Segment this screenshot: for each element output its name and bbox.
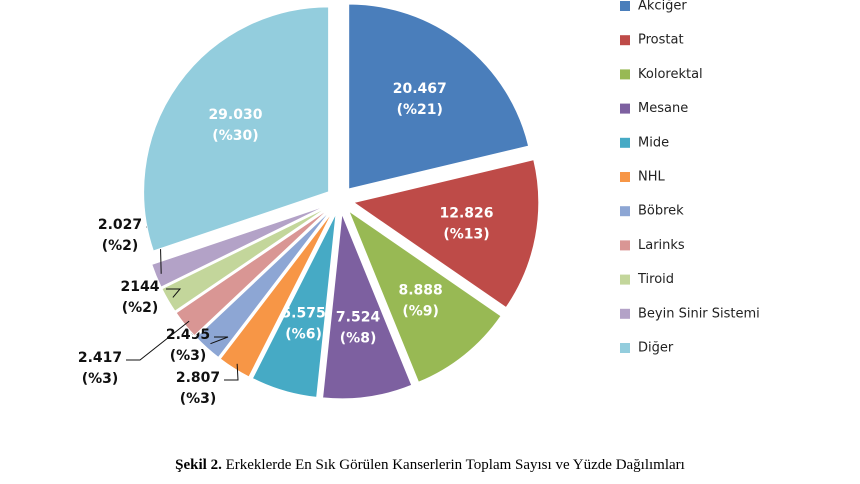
percent-label: (%30) (212, 128, 258, 144)
pie-slice (195, 210, 332, 359)
leader-line (224, 363, 239, 381)
value-label: 12.826 (439, 206, 493, 222)
percent-label: (%3) (82, 371, 119, 387)
legend-label: Kolorektal (638, 67, 703, 82)
percent-label: (%21) (397, 102, 443, 118)
leader-line (166, 288, 182, 298)
pie-slice (251, 213, 337, 398)
value-label: 20.467 (393, 81, 447, 97)
legend-label: Prostat (638, 33, 684, 48)
value-label: 2.417 (78, 350, 122, 366)
pie-slice (143, 6, 330, 252)
percent-label: (%3) (180, 391, 217, 407)
value-label: 2.807 (176, 370, 220, 386)
percent-label: (%13) (443, 227, 489, 243)
data-label: 2144 (%2) (121, 279, 160, 316)
percent-label: (%2) (122, 300, 159, 316)
legend-label: Beyin Sinir Sistemi (638, 306, 760, 321)
data-label: 2.495 (%3) (166, 327, 210, 364)
legend-swatch (620, 137, 630, 148)
legend-label: Böbrek (638, 204, 684, 219)
data-label: 5.575 (%6) (281, 305, 325, 342)
value-label: 5.575 (281, 305, 325, 321)
legend-label: Tiroid (637, 272, 674, 287)
pie-slice (352, 159, 540, 309)
data-label: 8.888 (%9) (398, 282, 442, 319)
legend-swatch (620, 274, 630, 285)
data-label: 20.467 (%21) (393, 81, 447, 118)
data-label: 7.524 (%8) (336, 309, 381, 346)
data-label: 2.027 (%2) (98, 217, 142, 254)
legend-label: Diğer (638, 341, 674, 356)
legend-label: Mide (638, 135, 669, 150)
legend-swatch (620, 240, 630, 251)
value-label: 2.495 (166, 327, 210, 343)
legend-swatch (620, 1, 630, 11)
legend-swatch (620, 172, 630, 182)
leader-line (210, 336, 229, 345)
legend-swatch (620, 206, 630, 217)
percent-label: (%2) (102, 238, 139, 254)
caption-text: Erkeklerde En Sık Görülen Kanserlerin To… (226, 457, 685, 473)
pie-slice (347, 209, 502, 383)
data-label: 29.030 (%30) (208, 107, 262, 144)
legend-swatch (620, 35, 630, 46)
leader-line (126, 320, 190, 361)
caption: Şekil 2. Erkeklerde En Sık Görülen Kanse… (175, 457, 685, 473)
percent-label: (%6) (285, 326, 322, 342)
value-label: 8.888 (398, 282, 442, 298)
pie-slice (348, 3, 530, 190)
value-label: 2.027 (98, 217, 142, 233)
pie-slice (219, 211, 334, 378)
legend-swatch (620, 308, 630, 319)
pie-slice (322, 213, 413, 400)
legend-label: Mesane (638, 101, 688, 116)
legend-label: Larinks (638, 238, 685, 253)
legend-swatch (620, 343, 630, 353)
percent-label: (%3) (170, 348, 207, 364)
value-label: 7.524 (336, 309, 381, 325)
pie-slice (161, 206, 329, 312)
legend-label: NHL (638, 170, 666, 185)
data-label: 2.417 (%3) (78, 350, 122, 387)
value-label: 2144 (121, 279, 160, 295)
pie-slice (151, 204, 328, 288)
data-label: 12.826 (%13) (439, 206, 493, 243)
legend-swatch (620, 103, 630, 114)
value-label: 29.030 (208, 107, 262, 123)
legend-swatch (620, 69, 630, 80)
legend-label: Akciğer (638, 0, 687, 14)
data-label: 2.807 (%3) (176, 370, 220, 407)
percent-label: (%8) (340, 330, 377, 346)
caption-label: Şekil 2. (175, 457, 222, 473)
percent-label: (%9) (402, 303, 439, 319)
